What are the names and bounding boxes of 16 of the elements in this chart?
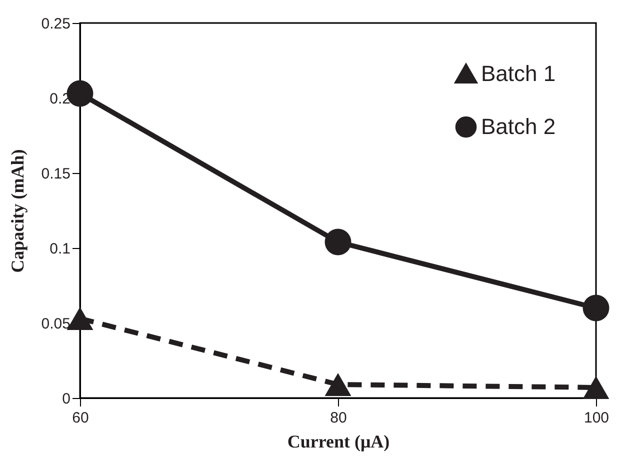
x-axis-title: Current (μA) bbox=[287, 432, 390, 452]
y-tick-label: 0.25 bbox=[41, 16, 70, 32]
x-tick-label: 100 bbox=[584, 410, 610, 426]
y-tick-label: 0.05 bbox=[41, 316, 70, 332]
point bbox=[582, 294, 610, 322]
y-tick-label: 0 bbox=[62, 390, 70, 408]
point bbox=[324, 373, 352, 396]
x-tick-label: 80 bbox=[330, 410, 347, 426]
point bbox=[582, 376, 610, 399]
x-tick-label: 60 bbox=[72, 410, 89, 426]
legend-label: Batch 2 bbox=[481, 114, 556, 139]
y-tick-label: 0.1 bbox=[50, 240, 70, 258]
legend-label: Batch 1 bbox=[481, 61, 556, 86]
y-axis-title: Capacity (mAh) bbox=[7, 149, 28, 273]
point bbox=[324, 228, 352, 256]
y-tick-label: 0.15 bbox=[41, 166, 70, 182]
